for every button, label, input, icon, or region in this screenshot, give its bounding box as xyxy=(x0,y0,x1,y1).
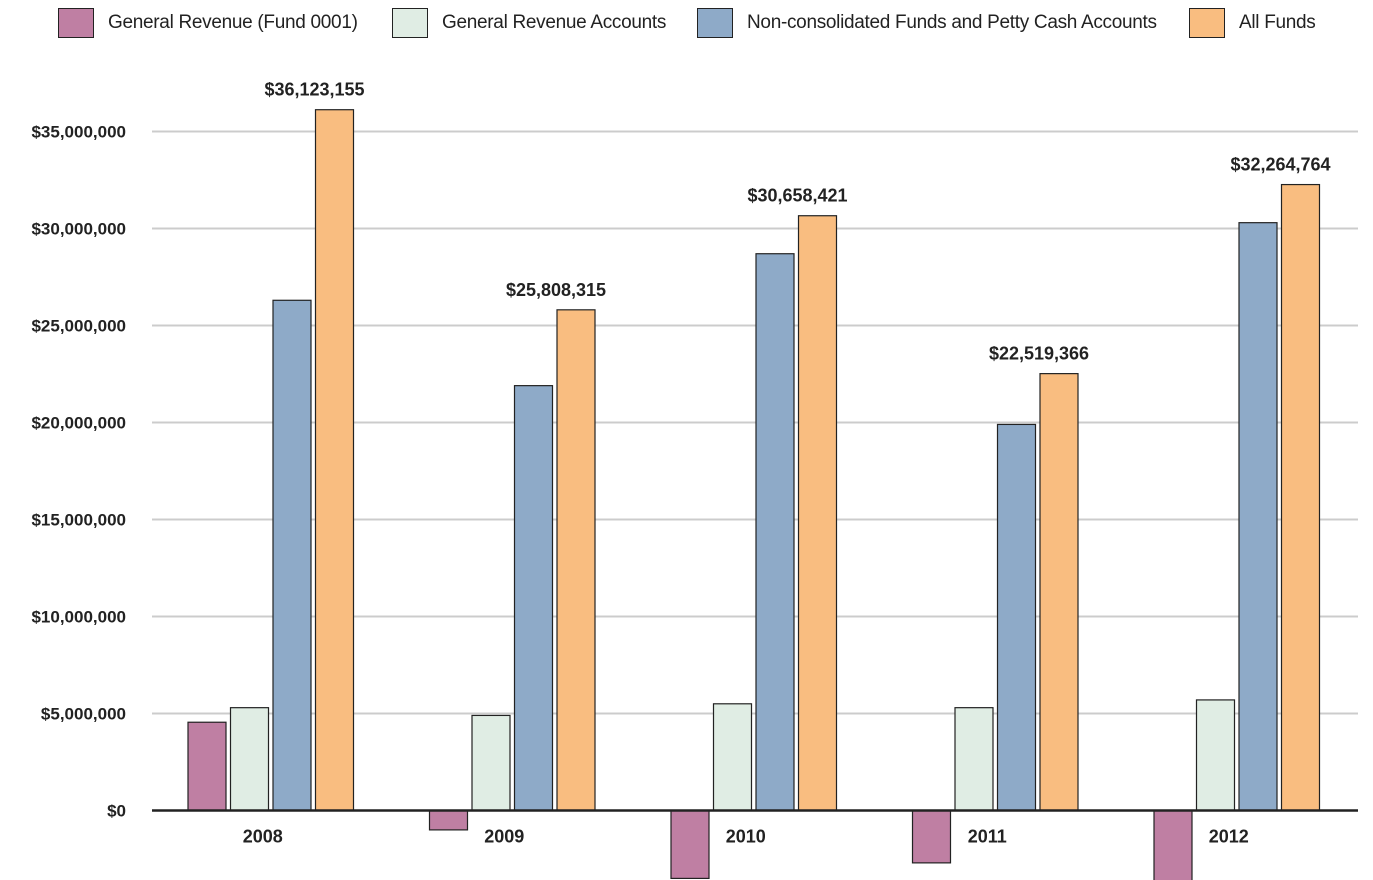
legend-swatch xyxy=(697,8,733,38)
legend-label: General Revenue (Fund 0001) xyxy=(108,12,358,33)
legend-item-general-revenue-accounts: General Revenue Accounts xyxy=(392,7,666,39)
data-label: $30,658,421 xyxy=(747,186,847,206)
y-tick-label: $20,000,000 xyxy=(31,414,126,433)
bar xyxy=(513,385,554,812)
y-tick-label: $15,000,000 xyxy=(31,511,126,530)
legend-label: Non-consolidated Funds and Petty Cash Ac… xyxy=(747,12,1157,33)
x-tick-label: 2012 xyxy=(1209,827,1249,847)
bar xyxy=(272,299,312,812)
y-tick-label: $5,000,000 xyxy=(41,705,126,724)
bar xyxy=(1280,183,1321,812)
bar xyxy=(954,707,994,812)
bar xyxy=(712,703,753,812)
legend-swatch xyxy=(58,8,94,38)
legend-swatch xyxy=(1189,8,1225,38)
legend-swatch xyxy=(392,8,428,38)
legend-item-all-funds: All Funds xyxy=(1189,7,1316,39)
bar xyxy=(1238,222,1278,812)
bar xyxy=(911,809,952,864)
data-label: $36,123,155 xyxy=(264,80,364,100)
bar xyxy=(1039,373,1079,812)
x-tick-label: 2011 xyxy=(968,827,1007,847)
data-label: $32,264,764 xyxy=(1230,155,1330,175)
bar xyxy=(556,309,596,812)
bar xyxy=(996,423,1037,812)
bar xyxy=(187,721,227,812)
bar xyxy=(670,809,710,880)
bar xyxy=(428,809,469,831)
y-tick-label: $10,000,000 xyxy=(31,608,126,627)
bar xyxy=(229,707,270,812)
y-tick-label: $0 xyxy=(107,802,126,821)
bar xyxy=(755,253,795,812)
bar xyxy=(314,109,355,812)
bar xyxy=(1153,809,1193,880)
x-tick-label: 2010 xyxy=(726,827,766,847)
data-label: $25,808,315 xyxy=(506,280,606,300)
legend-item-general-revenue-fund: General Revenue (Fund 0001) xyxy=(58,7,358,39)
legend-label: General Revenue Accounts xyxy=(442,12,667,33)
y-tick-label: $30,000,000 xyxy=(31,220,126,239)
data-label: $22,519,366 xyxy=(989,344,1089,364)
bar xyxy=(797,215,838,812)
x-tick-label: 2009 xyxy=(484,827,524,847)
legend-label: All Funds xyxy=(1239,12,1316,33)
legend-item-non-consolidated-funds: Non-consolidated Funds and Petty Cash Ac… xyxy=(697,7,1157,39)
x-tick-label: 2008 xyxy=(243,827,283,847)
bar xyxy=(1195,699,1236,812)
bar xyxy=(471,714,511,812)
legend: General Revenue (Fund 0001) General Reve… xyxy=(0,0,1373,46)
y-tick-label: $35,000,000 xyxy=(31,123,126,142)
y-tick-label: $25,000,000 xyxy=(31,317,126,336)
